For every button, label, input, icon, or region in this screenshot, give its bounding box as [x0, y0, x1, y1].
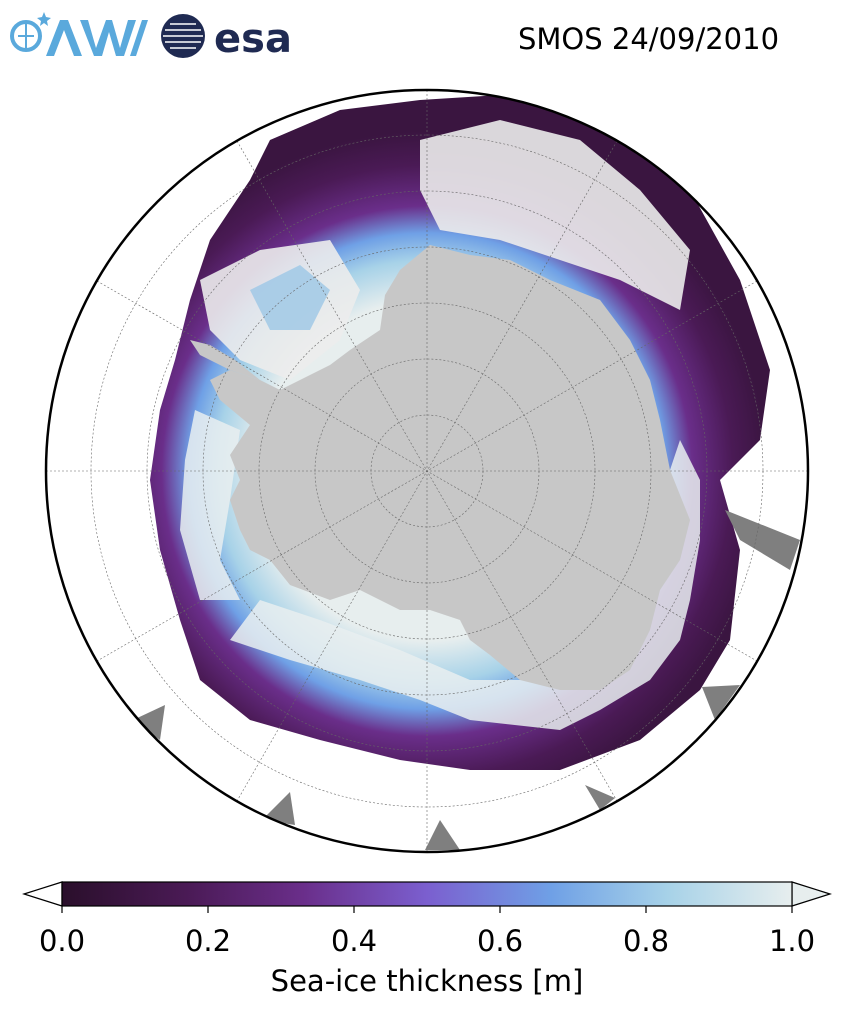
svg-text:esa: esa: [214, 16, 292, 62]
ice-patch-blue: [250, 265, 330, 330]
colorbar-ticks: [61, 906, 793, 913]
land-shadow: [725, 510, 800, 570]
colorbar-extend-high: [791, 881, 832, 907]
logo-bar: esa: [10, 12, 292, 62]
sea-ice-map: [44, 88, 810, 854]
graticule: [46, 90, 808, 852]
awi-logo: [10, 12, 148, 56]
colorbar-tick-label: 0.6: [476, 924, 524, 958]
antarctic-peninsula: [190, 340, 260, 380]
thick-ice-west: [180, 410, 240, 600]
thick-ice-south: [230, 440, 700, 730]
land-shadow: [585, 785, 615, 810]
colorbar-tick-label: 0.4: [330, 924, 378, 958]
land-shadow: [425, 820, 460, 850]
colorbar-label: Sea-ice thickness [m]: [270, 964, 584, 998]
colorbar-extend-low: [22, 881, 63, 907]
land-shadow: [262, 792, 295, 825]
land-shadow: [702, 685, 740, 720]
antarctica-land: [210, 245, 690, 690]
colorbar-tick-label: 0.0: [38, 924, 86, 958]
map-frame: [44, 88, 810, 854]
colorbar-gradient: [61, 881, 793, 907]
colorbar-tick-label: 1.0: [768, 924, 816, 958]
thick-ice-north: [420, 120, 690, 310]
colorbar-tick-label: 0.2: [184, 924, 232, 958]
land-shadow: [133, 705, 165, 740]
map-title: SMOS 24/09/2010: [518, 22, 780, 56]
esa-logo: esa: [161, 14, 292, 62]
colorbar-tick-label: 0.8: [622, 924, 670, 958]
colorbar: [22, 881, 832, 913]
